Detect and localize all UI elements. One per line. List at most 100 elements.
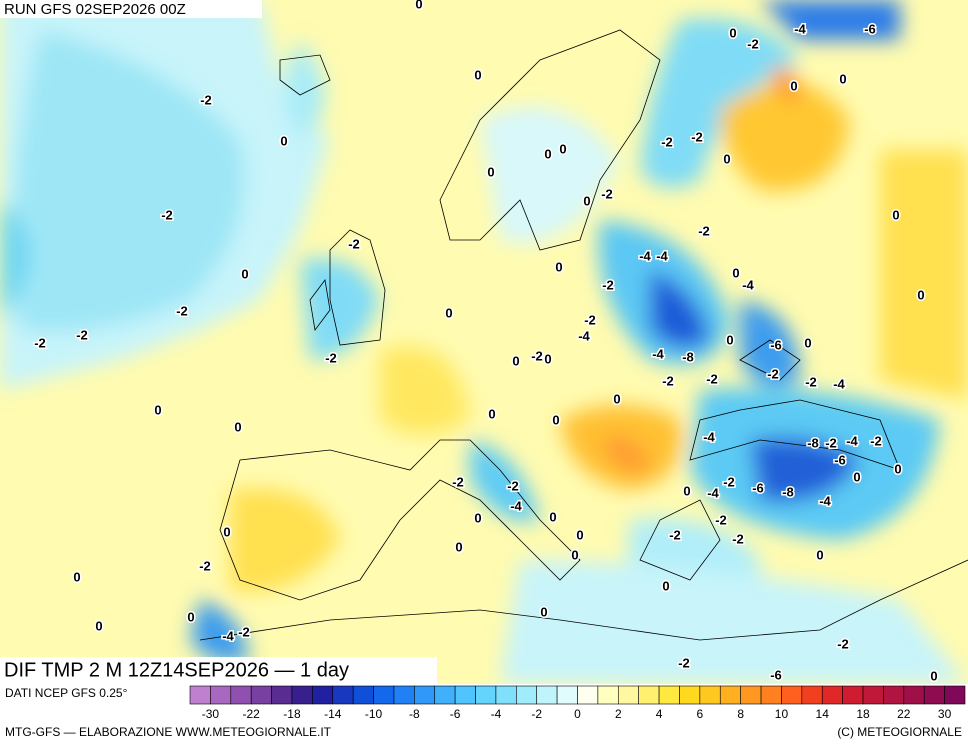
contour-label: -4 xyxy=(652,346,664,361)
contour-label: -4 xyxy=(819,493,831,508)
contour-label: 0 xyxy=(187,609,194,624)
contour-label: 0 xyxy=(540,604,547,619)
scale-label: -6 xyxy=(450,707,461,721)
scale-swatch xyxy=(434,685,456,705)
contour-label: 0 xyxy=(455,539,462,554)
contour-label: 0 xyxy=(571,547,578,562)
contour-label: 0 xyxy=(555,259,562,274)
scale-swatch xyxy=(842,685,864,705)
contour-label: -8 xyxy=(682,349,694,364)
contour-label: -2 xyxy=(348,236,360,251)
scale-label: -4 xyxy=(491,707,502,721)
scale-label: 2 xyxy=(615,707,622,721)
contour-label: 0 xyxy=(280,133,287,148)
scale-swatch xyxy=(210,685,232,705)
contour-label: 0 xyxy=(549,509,556,524)
scale-label: 10 xyxy=(775,707,789,721)
contour-label: 0 xyxy=(732,265,739,280)
contour-label: 0 xyxy=(241,266,248,281)
scale-swatch xyxy=(781,685,803,705)
scale-swatch xyxy=(821,685,843,705)
contour-label: -6 xyxy=(770,667,782,682)
contour-label: 0 xyxy=(790,78,797,93)
scale-swatch xyxy=(719,685,741,705)
contour-label: 0 xyxy=(559,141,566,156)
scale-swatch xyxy=(495,685,517,705)
scale-swatch xyxy=(740,685,762,705)
scale-swatch xyxy=(291,685,313,705)
contour-label: 0 xyxy=(839,71,846,86)
contour-label: 0 xyxy=(576,527,583,542)
contour-label: -8 xyxy=(807,435,819,450)
scale-swatch xyxy=(250,685,272,705)
contour-label: 0 xyxy=(488,406,495,421)
contour-label: -2 xyxy=(723,474,735,489)
scale-swatch xyxy=(230,685,252,705)
contour-label: -2 xyxy=(825,435,837,450)
scale-swatch xyxy=(556,685,578,705)
contour-label: -2 xyxy=(76,327,88,342)
contour-label: 0 xyxy=(853,469,860,484)
contour-label: -2 xyxy=(706,371,718,386)
contour-label: 0 xyxy=(415,0,422,11)
contour-label: -2 xyxy=(34,335,46,350)
contour-label: 0 xyxy=(445,305,452,320)
contour-label: 0 xyxy=(474,510,481,525)
contour-label: -2 xyxy=(531,348,543,363)
scale-label: -10 xyxy=(365,707,383,721)
scale-swatch xyxy=(617,685,639,705)
scale-swatch xyxy=(638,685,660,705)
scale-swatch xyxy=(516,685,538,705)
contour-label: -2 xyxy=(452,474,464,489)
coastlines xyxy=(199,29,968,641)
contour-label: 0 xyxy=(154,402,161,417)
scale-swatch xyxy=(760,685,782,705)
scale-label: -30 xyxy=(202,707,220,721)
scale-swatch xyxy=(312,685,334,705)
scale-swatch xyxy=(352,685,374,705)
contour-label: -4 xyxy=(510,498,522,513)
contour-label: -2 xyxy=(200,92,212,107)
title-box xyxy=(0,657,437,684)
contour-label: -2 xyxy=(161,207,173,222)
contour-label: -4 xyxy=(703,429,715,444)
contour-label: -6 xyxy=(834,452,846,467)
scale-label: 4 xyxy=(656,707,663,721)
scale-label: 22 xyxy=(897,707,911,721)
scale-swatch xyxy=(658,685,680,705)
contour-label: -2 xyxy=(662,373,674,388)
contour-label: 0 xyxy=(73,569,80,584)
scale-swatch xyxy=(332,685,354,705)
header-box xyxy=(0,0,262,18)
data-source: DATI NCEP GFS 0.25° xyxy=(5,686,128,700)
scale-label: 8 xyxy=(737,707,744,721)
contour-label: -4 xyxy=(222,628,234,643)
scale-swatch xyxy=(475,685,497,705)
contour-label: -6 xyxy=(864,21,876,36)
credit-right: (C) METEOGIORNALE xyxy=(837,725,962,739)
contour-label: -2 xyxy=(669,527,681,542)
scale-swatch xyxy=(536,685,558,705)
contour-label: 0 xyxy=(683,483,690,498)
scale-swatch xyxy=(577,685,599,705)
contour-label: -2 xyxy=(870,433,882,448)
contour-label: -4 xyxy=(846,433,858,448)
contour-label: 0 xyxy=(917,287,924,302)
credit-left: MTG-GFS — ELABORAZIONE WWW.METEOGIORNALE… xyxy=(5,725,332,739)
contour-label: -2 xyxy=(732,531,744,546)
scale-label: -18 xyxy=(283,707,301,721)
scale-swatch xyxy=(393,685,415,705)
scale-swatch xyxy=(597,685,619,705)
scale-label: -2 xyxy=(531,707,542,721)
contour-label: -4 xyxy=(656,248,668,263)
scale-label: 14 xyxy=(816,707,830,721)
contour-label: 0 xyxy=(234,419,241,434)
contour-label: 0 xyxy=(816,547,823,562)
contour-label: -4 xyxy=(707,485,719,500)
contour-label: -8 xyxy=(782,484,794,499)
color-scale: -30 -22 -18 -14 -10 -8 -6 -4 -2 0 2 4 6 8 10 14 18 22 30 xyxy=(189,685,966,721)
contour-label: -2 xyxy=(601,186,613,201)
contour-label: -4 xyxy=(794,21,806,36)
scale-label: -22 xyxy=(243,707,261,721)
scale-label: 30 xyxy=(938,707,952,721)
